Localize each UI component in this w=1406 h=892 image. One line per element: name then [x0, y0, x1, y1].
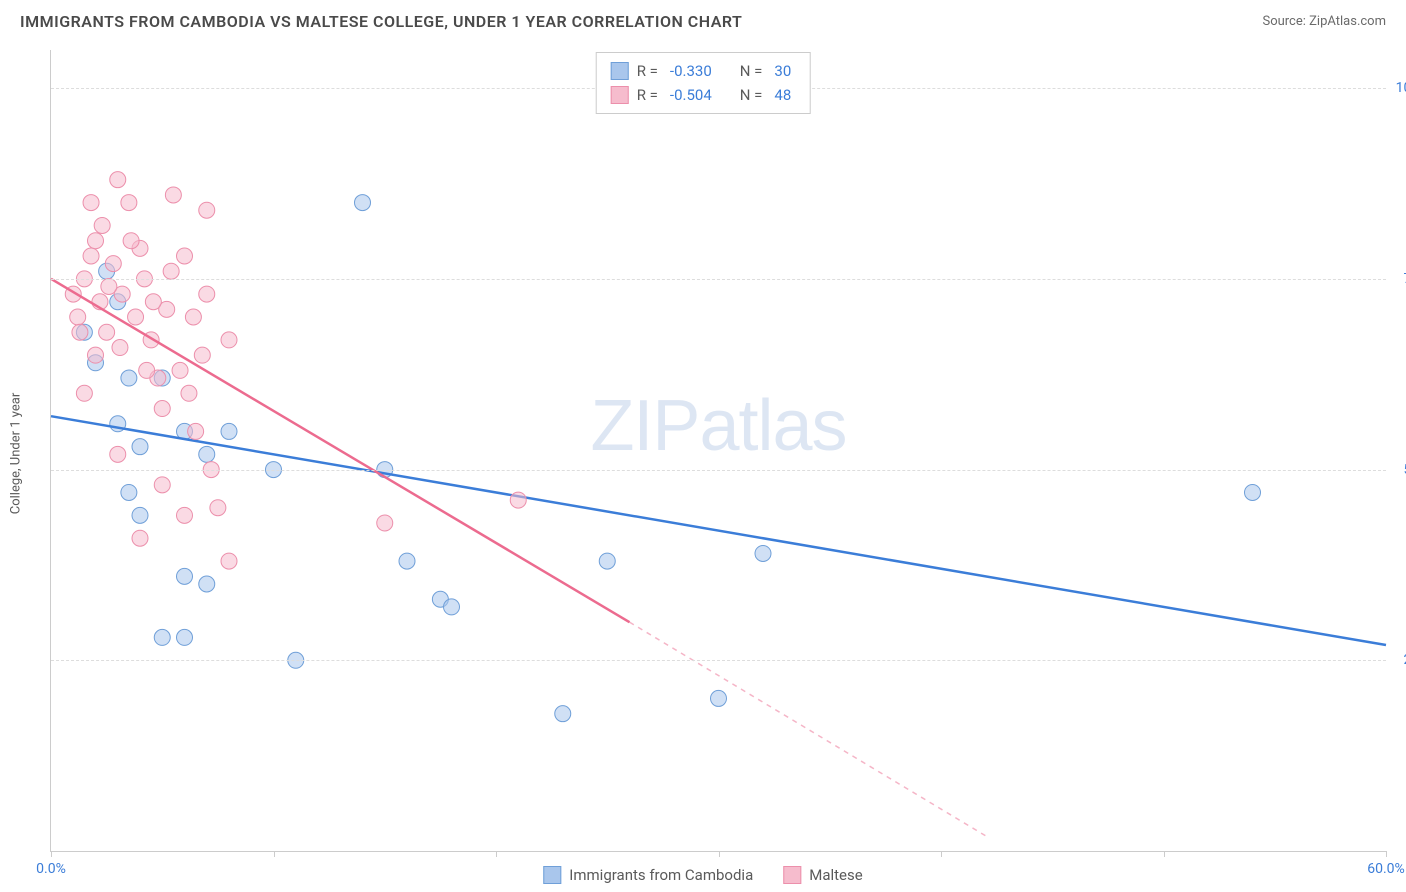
- data-point: [145, 294, 161, 310]
- source-label: Source: ZipAtlas.com: [1262, 14, 1386, 29]
- chart-header: IMMIGRANTS FROM CAMBODIA VS MALTESE COLL…: [0, 0, 1406, 39]
- data-point: [163, 263, 179, 279]
- data-point: [88, 233, 104, 249]
- data-point: [88, 347, 104, 363]
- data-point: [101, 278, 117, 294]
- data-point: [132, 439, 148, 455]
- swatch-maltese: [611, 86, 629, 104]
- data-point: [377, 515, 393, 531]
- plot-area: ZIPatlas 25.0%50.0%75.0%100.0% 0.0%60.0%: [50, 50, 1386, 852]
- data-point: [194, 347, 210, 363]
- scatter-svg: [51, 50, 1386, 851]
- stats-row-cambodia: R = -0.330 N = 30: [611, 59, 796, 83]
- data-point: [139, 362, 155, 378]
- data-point: [199, 202, 215, 218]
- data-point: [110, 172, 126, 188]
- regression-line: [51, 416, 1386, 645]
- data-point: [128, 309, 144, 325]
- data-point: [154, 477, 170, 493]
- data-point: [132, 507, 148, 523]
- data-point: [165, 187, 181, 203]
- legend-label-maltese: Maltese: [809, 866, 862, 884]
- data-point: [199, 576, 215, 592]
- data-point: [181, 385, 197, 401]
- swatch-cambodia: [611, 62, 629, 80]
- chart-title: IMMIGRANTS FROM CAMBODIA VS MALTESE COLL…: [20, 12, 742, 31]
- n-value-maltese: 48: [770, 83, 795, 107]
- data-point: [355, 195, 371, 211]
- data-point: [755, 545, 771, 561]
- bottom-legend: Immigrants from Cambodia Maltese: [543, 866, 862, 884]
- data-point: [210, 500, 226, 516]
- legend-item-cambodia: Immigrants from Cambodia: [543, 866, 753, 884]
- data-point: [177, 568, 193, 584]
- data-point: [132, 530, 148, 546]
- data-point: [123, 233, 139, 249]
- data-point: [154, 629, 170, 645]
- r-value-cambodia: -0.330: [666, 59, 716, 83]
- data-point: [510, 492, 526, 508]
- data-point: [94, 217, 110, 233]
- data-point: [70, 309, 86, 325]
- r-label: R =: [637, 83, 658, 107]
- data-point: [83, 248, 99, 264]
- legend-item-maltese: Maltese: [783, 866, 862, 884]
- data-point: [110, 446, 126, 462]
- data-point: [172, 362, 188, 378]
- data-point: [599, 553, 615, 569]
- data-point: [188, 423, 204, 439]
- swatch-cambodia: [543, 866, 561, 884]
- data-point: [199, 286, 215, 302]
- data-point: [177, 629, 193, 645]
- data-point: [72, 324, 88, 340]
- x-tick-label: 60.0%: [1367, 861, 1405, 877]
- stats-legend-box: R = -0.330 N = 30 R = -0.504 N = 48: [596, 52, 811, 114]
- y-axis-label: College, Under 1 year: [9, 393, 24, 515]
- data-point: [185, 309, 201, 325]
- y-tick-label: 100.0%: [1396, 80, 1406, 96]
- x-tick-label: 0.0%: [36, 861, 66, 877]
- data-point: [121, 370, 137, 386]
- data-point: [112, 340, 128, 356]
- data-point: [1245, 484, 1261, 500]
- legend-label-cambodia: Immigrants from Cambodia: [569, 866, 753, 884]
- n-label: N =: [740, 59, 763, 83]
- data-point: [221, 553, 237, 569]
- data-point: [711, 690, 727, 706]
- r-value-maltese: -0.504: [666, 83, 716, 107]
- data-point: [83, 195, 99, 211]
- data-point: [399, 553, 415, 569]
- data-point: [76, 385, 92, 401]
- data-point: [105, 256, 121, 272]
- n-value-cambodia: 30: [770, 59, 795, 83]
- data-point: [221, 423, 237, 439]
- data-point: [177, 248, 193, 264]
- stats-row-maltese: R = -0.504 N = 48: [611, 83, 796, 107]
- data-point: [199, 446, 215, 462]
- data-point: [121, 195, 137, 211]
- data-point: [99, 324, 115, 340]
- swatch-maltese: [783, 866, 801, 884]
- r-label: R =: [637, 59, 658, 83]
- data-point: [221, 332, 237, 348]
- data-point: [555, 706, 571, 722]
- data-point: [444, 599, 460, 615]
- regression-line-dashed: [630, 622, 986, 836]
- data-point: [121, 484, 137, 500]
- data-point: [177, 507, 193, 523]
- n-label: N =: [740, 83, 763, 107]
- data-point: [154, 401, 170, 417]
